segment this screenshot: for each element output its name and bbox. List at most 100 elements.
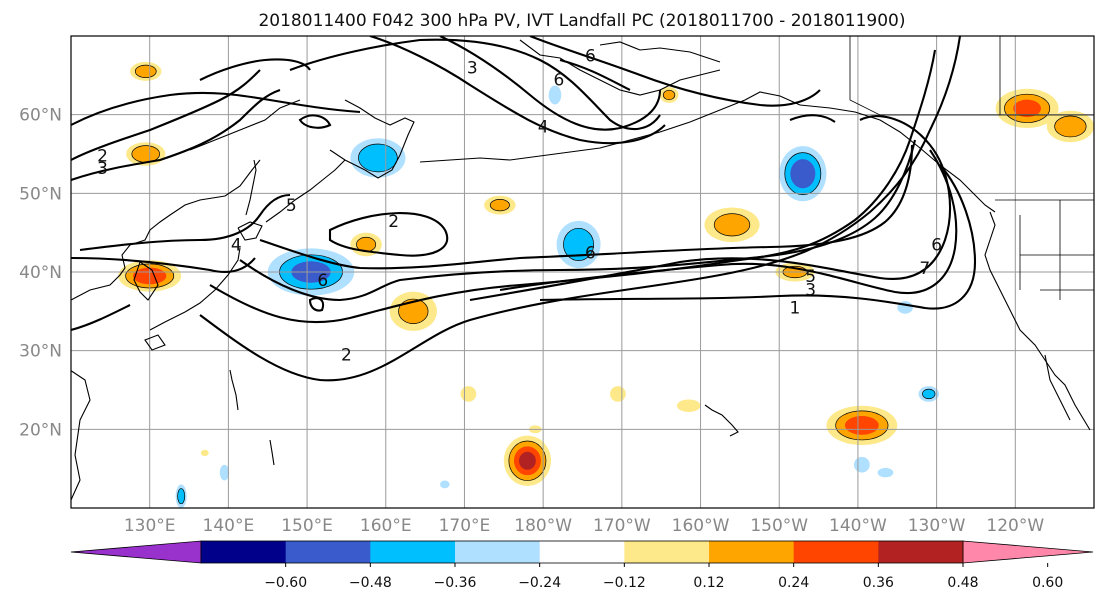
ivt-pc-level <box>922 388 936 400</box>
x-tick-label: 170°W <box>593 516 651 536</box>
x-tick-label: 160°E <box>360 516 412 536</box>
pv-contour-label: 2 <box>97 147 108 167</box>
ivt-pc-level <box>177 488 186 505</box>
colorbar-tick-label: −0.12 <box>603 575 646 591</box>
pv-contour-west-loop <box>71 304 131 332</box>
okhotsk-coast <box>189 99 301 151</box>
ivt-pc-level <box>1054 115 1087 138</box>
ivt-pc-level <box>460 386 477 402</box>
pv-contour-label: 2 <box>388 212 399 232</box>
pv-contour-label: 7 <box>919 259 930 279</box>
y-axis-ticks: 20°N 30°N 40°N 50°N 60°N <box>19 106 62 441</box>
pv-contours <box>71 36 977 382</box>
ivt-pc-level <box>713 213 751 237</box>
ivt-pc-blob <box>877 467 894 478</box>
colorbar-segment <box>624 541 710 563</box>
colorbar: −0.60 −0.48 −0.36 −0.24 −0.12 0.12 0.24 0.36 0.4… <box>70 540 1094 591</box>
ivt-pc-level <box>853 456 870 473</box>
political-borders <box>849 36 1094 300</box>
pv-contour-5-jet <box>259 144 914 270</box>
ivt-pc-blob <box>389 291 437 332</box>
ivt-pc-level <box>358 143 398 173</box>
baja-coast <box>1044 354 1071 421</box>
colorbar-tick-label: −0.36 <box>434 575 477 591</box>
bering-coast <box>599 41 721 63</box>
x-tick-label: 140°E <box>203 516 255 536</box>
ivt-pc-blob <box>219 464 230 481</box>
colorbar-outline <box>200 540 964 564</box>
ivt-pc-level <box>200 449 209 457</box>
ivt-pc-level <box>548 85 562 105</box>
colorbar-segment <box>793 541 879 563</box>
alaska-peninsula <box>659 91 801 133</box>
ivt-pc-level <box>610 386 626 402</box>
ivt-pc-blob <box>704 207 760 243</box>
colorbar-tick-label: 0.60 <box>1032 575 1063 591</box>
x-tick-label: 130°W <box>908 516 966 536</box>
ivt-pc-blob <box>130 61 162 81</box>
ivt-pc-blob <box>440 480 450 489</box>
map-frame <box>70 35 1095 509</box>
x-axis-ticks: 130°E 140°E 150°E 160°E 170°E 180°W 170°W 160°W… <box>124 516 1045 536</box>
pv-contour-east-tail <box>789 114 836 123</box>
pv-contour-label: 6 <box>931 235 942 255</box>
colorbar-tick-label: −0.48 <box>349 575 392 591</box>
japan-south <box>144 334 166 351</box>
x-tick-label: 160°W <box>672 516 730 536</box>
y-tick-label: 50°N <box>19 184 62 204</box>
pv-contour-6-jet <box>469 115 952 302</box>
hawaii <box>704 404 739 437</box>
pv-contour-label: 2 <box>341 346 352 366</box>
colorbar-tick-label: 0.36 <box>863 575 894 591</box>
pv-contour-north-1 <box>289 38 661 131</box>
ivt-pc-level <box>662 89 676 101</box>
ivt-pc-level <box>676 399 701 413</box>
coastlines <box>71 39 1091 501</box>
pv-contour-north-2 <box>369 36 666 145</box>
colorbar-extend-low <box>70 540 202 564</box>
pv-contour-small-loop <box>298 114 332 129</box>
pv-contour-label: 1 <box>790 298 801 318</box>
ivt-pc-blob <box>200 449 209 457</box>
kamchatka <box>329 99 415 179</box>
pv-contour-4-west <box>71 91 361 126</box>
ivt-pc-blob <box>676 399 701 413</box>
y-tick-label: 40°N <box>19 263 62 283</box>
x-tick-label: 120°W <box>986 516 1044 536</box>
pv-contour-6-west <box>71 256 256 273</box>
x-tick-label: 150°W <box>750 516 808 536</box>
pv-contour-gulf-1 <box>559 58 631 91</box>
alaska-south <box>799 104 996 213</box>
y-tick-label: 60°N <box>19 106 62 126</box>
kuril-islands <box>265 159 346 223</box>
pv-contour-label: 6 <box>317 271 328 291</box>
ivt-pc-level <box>134 64 157 79</box>
pv-contour-2-loop <box>328 212 449 257</box>
japan-hokkaido <box>237 221 263 241</box>
pv-contour-label: 3 <box>467 58 478 78</box>
pv-contour-label: 6 <box>585 243 596 263</box>
pv-contour-label: 5 <box>286 196 297 216</box>
korea-peninsula <box>133 261 159 301</box>
japan-honshu <box>149 247 241 331</box>
colorbar-tick-label: −0.60 <box>264 575 307 591</box>
pv-contour-3-west <box>71 89 281 181</box>
x-tick-label: 180°W <box>514 516 572 536</box>
ivt-pc-blob <box>610 386 626 402</box>
ivt-pc-blob <box>1046 110 1094 143</box>
colorbar-tick-label: 0.24 <box>778 575 809 591</box>
pv-contour-label: 6 <box>553 70 564 90</box>
island-chain-mid <box>269 439 275 466</box>
pv-contour-north-4 <box>529 36 821 107</box>
pv-contour-label: 4 <box>231 235 242 255</box>
ivt-pc-level <box>398 298 429 324</box>
na-west-coast <box>984 211 1091 431</box>
colorbar-segment <box>539 541 625 563</box>
ivt-pc-blob <box>350 138 406 178</box>
pv-contour-small-south <box>308 297 325 312</box>
x-tick-label: 170°E <box>439 516 491 536</box>
ivt-pc-blob <box>779 146 827 202</box>
pv-contour-label: 3 <box>805 280 816 300</box>
x-tick-label: 140°W <box>829 516 887 536</box>
